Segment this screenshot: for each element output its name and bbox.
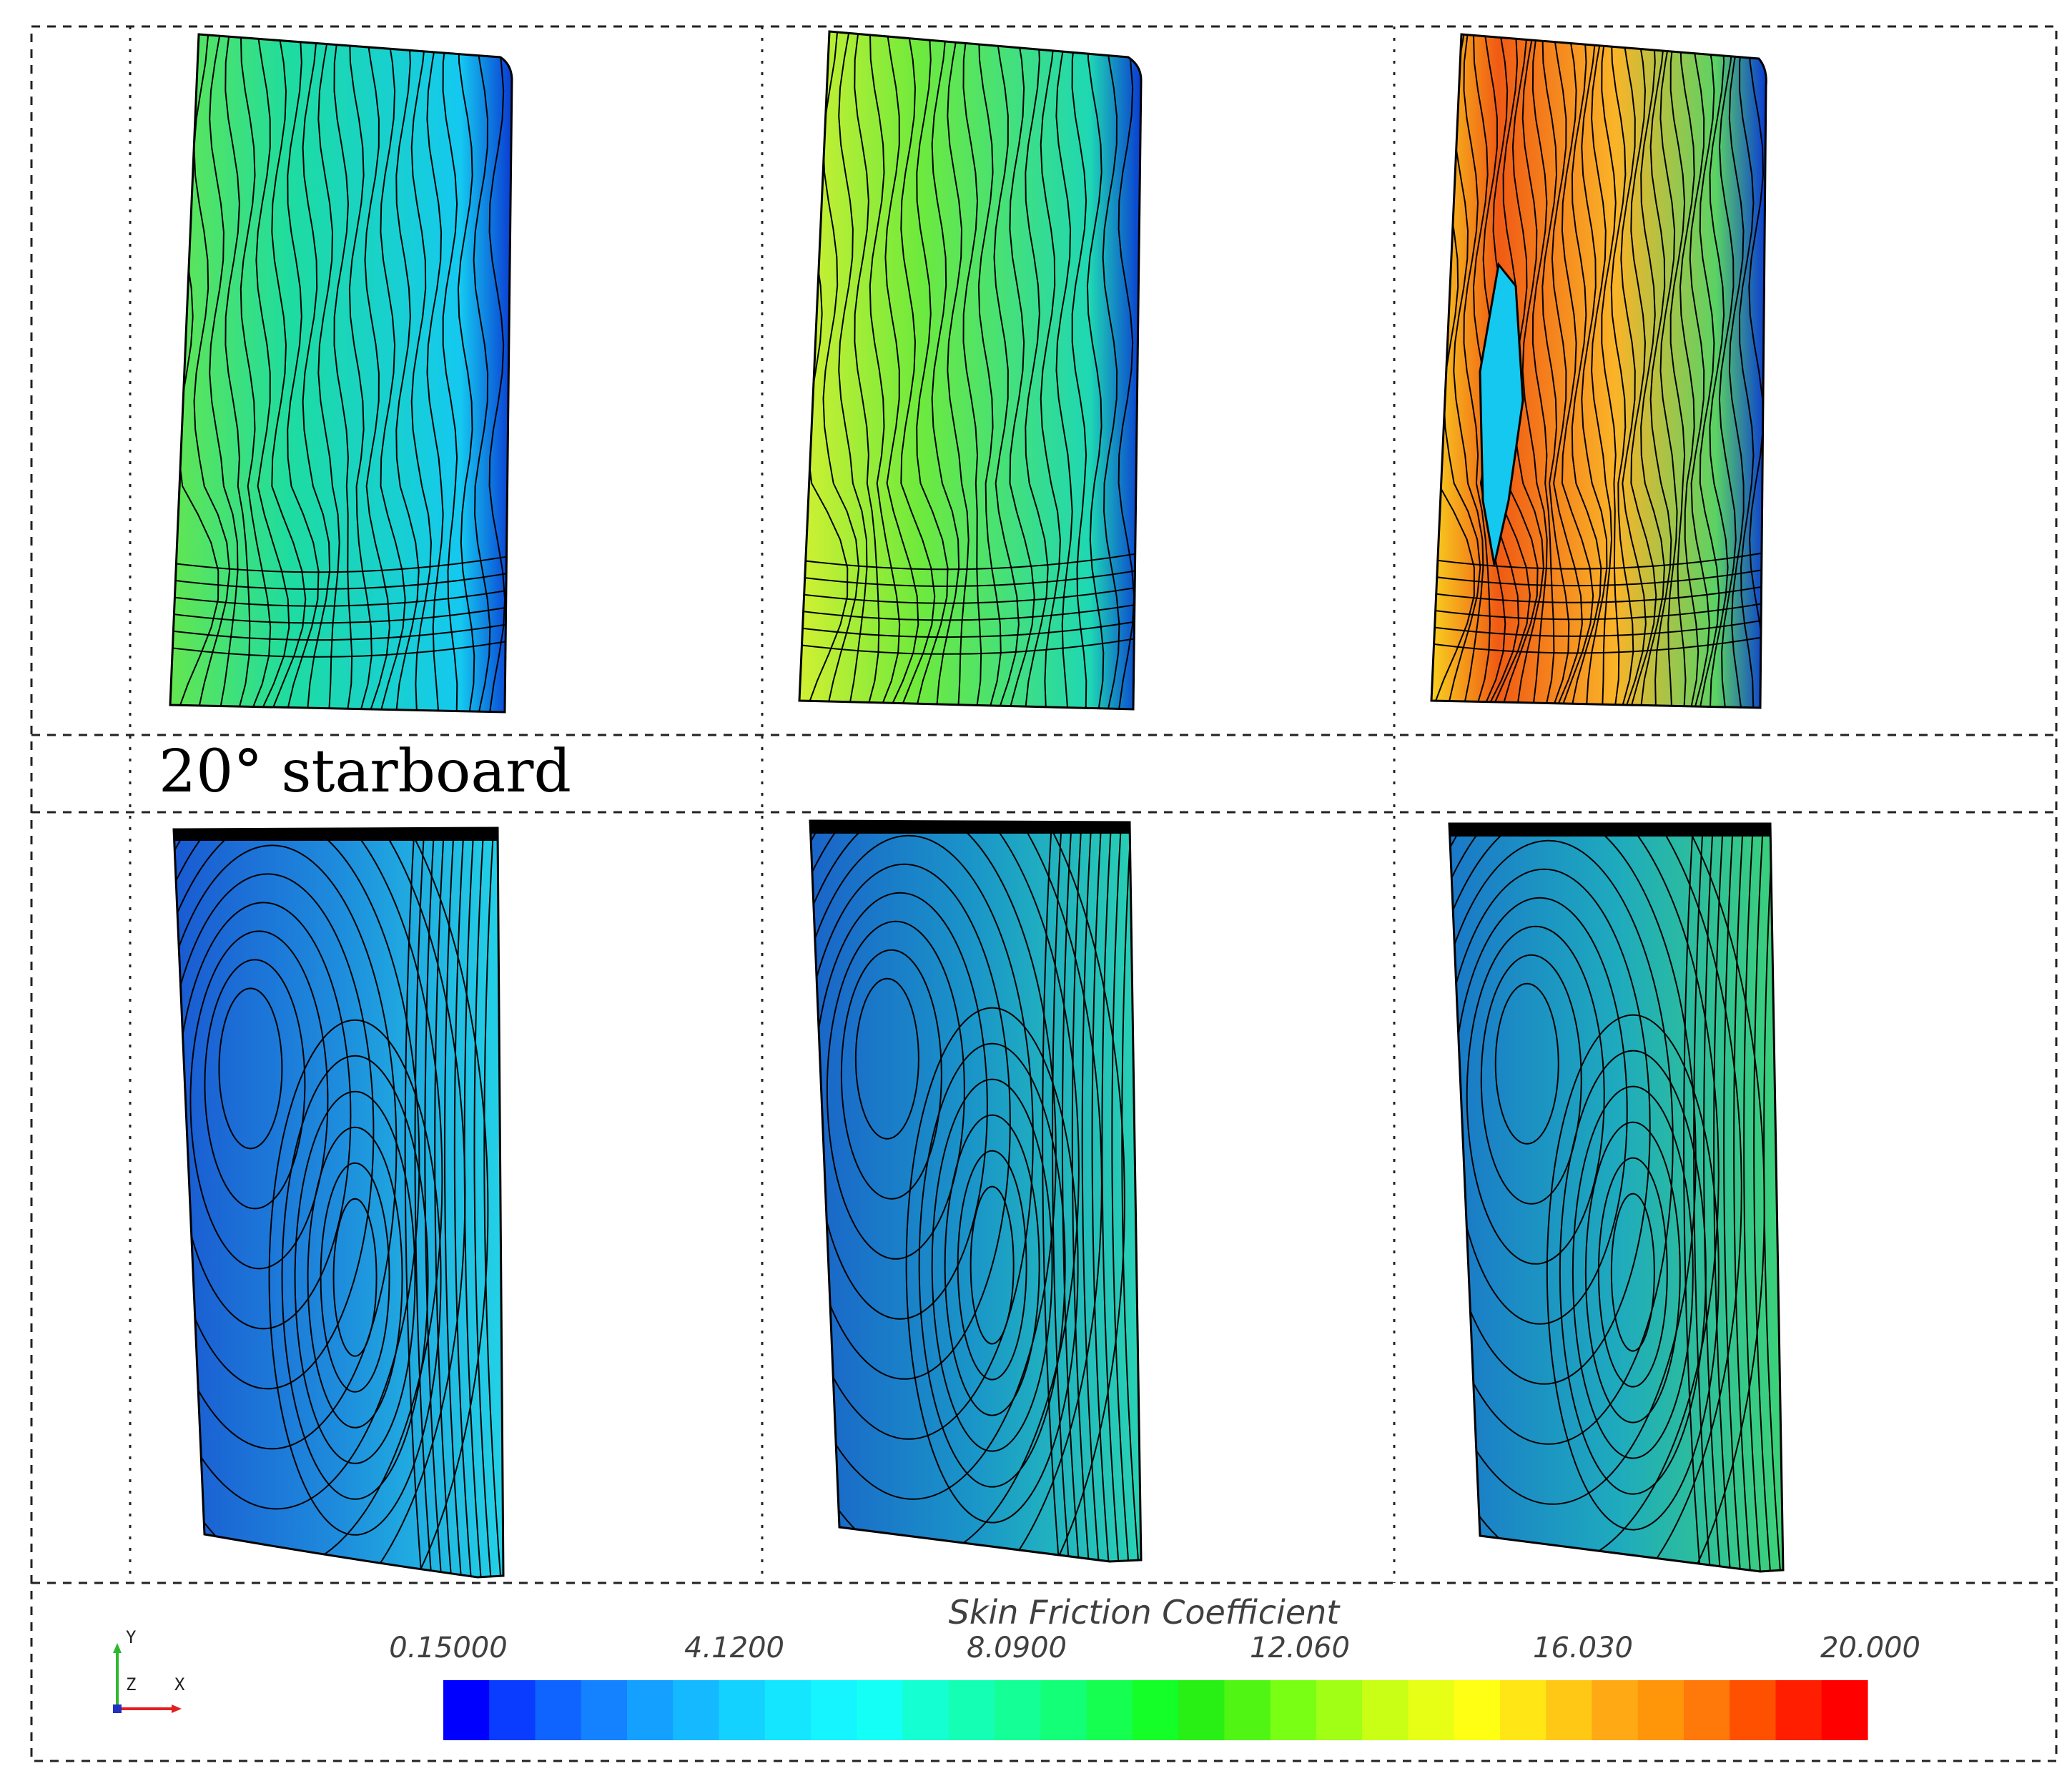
axis-label-y: Y [126,1627,137,1647]
low-friction-region [1479,262,1524,566]
colorbar-segment [1775,1680,1822,1740]
axis-label-z: Z [126,1674,137,1694]
colorbar-segment [811,1680,857,1740]
colorbar-segment [1316,1680,1363,1740]
panel-outline [172,827,505,1579]
contour-lines [799,31,1141,709]
contour-lines [1449,824,1781,1572]
colorbar-title: Skin Friction Coefficient [948,1593,1340,1632]
colorbar-segment [902,1680,949,1740]
contour-panel-top-right [1430,33,1767,709]
dense-edge-band [1449,824,1783,837]
colorbar-segment [581,1680,628,1740]
colorbar-segment [719,1680,766,1740]
row-label: 20° starboard [159,738,571,806]
colorbar-segment [1821,1680,1868,1740]
colorbar-segment [948,1680,995,1740]
colorbar-segment [1592,1680,1639,1740]
y-axis-arrowhead [113,1643,122,1653]
contour-lines [174,828,502,1577]
colorbar-segment [1362,1680,1409,1740]
colorbar-segment [857,1680,904,1740]
outer-frame [30,25,2058,1762]
colorbar-tick-4: 16.030 [1533,1632,1633,1664]
colorbar [443,1680,1868,1740]
colorbar-tick-5: 20.000 [1820,1632,1920,1664]
z-axis-origin [113,1704,122,1713]
contour-panel-top-left [169,33,513,714]
contour-panel-bottom-left [172,827,505,1579]
panel-fill [170,34,512,712]
colorbar-segment [1408,1680,1455,1740]
contour-panel-bottom-mid [809,819,1143,1563]
colorbar-segment [1499,1680,1546,1740]
axis-triad [113,1643,182,1713]
contour-panel-top-mid [798,30,1143,711]
colorbar-segment [1683,1680,1730,1740]
colorbar-segment [1224,1680,1271,1740]
colorbar-segment [1546,1680,1593,1740]
panel-outline [1430,33,1767,709]
panel-fill [799,31,1141,709]
panel-outline [1448,822,1785,1573]
colorbar-segment [535,1680,582,1740]
colorbar-segment [1086,1680,1133,1740]
colorbar-segment [995,1680,1041,1740]
colorbar-segment [1637,1680,1684,1740]
colorbar-segment [764,1680,811,1740]
x-axis-arrowhead [172,1704,182,1713]
colorbar-segment [1132,1680,1179,1740]
colorbar-segment [443,1680,490,1740]
colorbar-segment [1454,1680,1501,1740]
colorbar-tick-0: 0.15000 [389,1632,508,1664]
colorbar-segment [1040,1680,1087,1740]
panel-outline [169,33,513,714]
colorbar-segment [1730,1680,1777,1740]
colorbar-segment [1270,1680,1317,1740]
axis-label-x: X [174,1674,185,1694]
contour-lines [170,34,512,712]
colorbar-segment [627,1680,674,1740]
panel-outline [798,30,1143,711]
colorbar-segment [1178,1680,1225,1740]
contour-panels [169,30,1785,1579]
contour-panel-bottom-right [1448,822,1785,1573]
colorbar-tick-3: 12.060 [1250,1632,1350,1664]
colorbar-segment [673,1680,720,1740]
colorbar-tick-1: 4.1200 [684,1632,784,1664]
dense-edge-band [174,828,503,841]
panel-outline [809,819,1143,1563]
colorbar-segment [489,1680,536,1740]
colorbar-tick-2: 8.0900 [967,1632,1067,1664]
dense-edge-band [810,821,1141,834]
layout-grid [30,25,2058,1762]
